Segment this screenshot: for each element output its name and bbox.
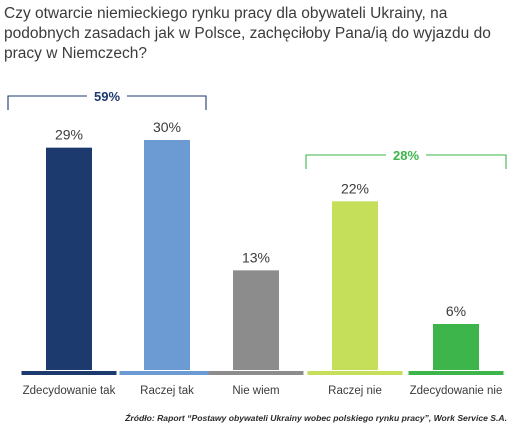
bar-raczej-nie (332, 201, 378, 370)
bracket-zdecydowanie-tak-raczej-tak-label: 59% (94, 89, 120, 104)
category-underline-nie-wiem (208, 371, 304, 375)
bracket-raczej-nie-zdecydowanie-nie-label: 28% (393, 148, 419, 163)
source-note: Źródło: Raport “Postawy obywateli Ukrain… (125, 413, 507, 423)
category-label-nie-wiem: Nie wiem (232, 385, 279, 397)
category-label-zdecydowanie-nie: Zdecydowanie nie (410, 385, 503, 397)
value-label-zdecydowanie-nie: 6% (446, 303, 466, 319)
category-underline-zdecydowanie-nie (408, 371, 504, 375)
bar-raczej-tak (144, 140, 190, 370)
bracket-zdecydowanie-tak-raczej-tak (7, 95, 207, 110)
value-label-raczej-tak: 30% (153, 119, 181, 135)
category-underline-zdecydowanie-tak (21, 371, 117, 375)
bar-nie-wiem (233, 270, 279, 370)
bar-zdecydowanie-tak (46, 147, 92, 370)
value-label-zdecydowanie-tak: 29% (55, 127, 83, 143)
category-underline-raczej-tak (119, 371, 215, 375)
bar-zdecydowanie-nie (433, 324, 479, 370)
category-label-zdecydowanie-tak: Zdecydowanie tak (23, 385, 116, 397)
category-label-raczej-nie: Raczej nie (328, 385, 382, 397)
category-label-raczej-tak: Raczej tak (140, 385, 194, 397)
bracket-raczej-nie-zdecydowanie-nie (305, 154, 507, 169)
category-underline-raczej-nie (307, 371, 403, 375)
chart-title: Czy otwarcie niemieckiego rynku pracy dl… (4, 5, 491, 62)
value-label-nie-wiem: 13% (242, 249, 270, 265)
value-label-raczej-nie: 22% (341, 180, 369, 196)
